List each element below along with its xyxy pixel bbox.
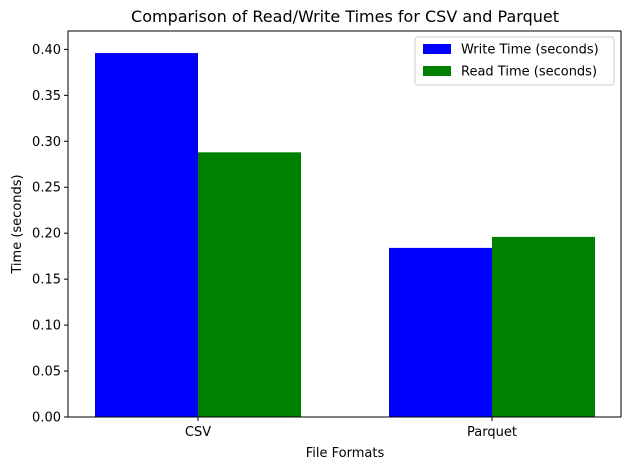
legend-swatch [423, 66, 451, 76]
bars-group [95, 53, 595, 418]
y-tick-label: 0.35 [32, 89, 61, 104]
x-tick-label: Parquet [467, 425, 517, 440]
y-axis: 0.00 0.05 0.10 0.15 0.20 0.25 0.30 0.35 0.40 [32, 43, 68, 426]
y-tick-label: 0.30 [32, 135, 61, 150]
y-tick-label: 0.15 [32, 273, 61, 288]
bar-read-parquet [492, 236, 595, 417]
y-tick-label: 0.00 [32, 411, 61, 426]
chart-title: Comparison of Read/Write Times for CSV a… [131, 7, 559, 26]
legend-label: Write Time (seconds) [461, 43, 599, 58]
bar-read-csv [198, 152, 301, 418]
legend: Write Time (seconds) Read Time (seconds) [414, 36, 615, 86]
x-axis: CSV Parquet [185, 417, 517, 440]
legend-label: Read Time (seconds) [461, 65, 597, 80]
y-tick-label: 0.20 [32, 227, 61, 242]
x-tick-label: CSV [185, 425, 211, 440]
y-tick-label: 0.25 [32, 181, 61, 196]
y-tick-label: 0.40 [32, 43, 61, 58]
y-tick-label: 0.10 [32, 319, 61, 334]
y-tick-label: 0.05 [32, 365, 61, 380]
plot-frame [67, 30, 622, 418]
legend-swatch [423, 44, 451, 54]
bar-write-parquet [389, 247, 492, 417]
x-axis-title: File Formats [306, 446, 385, 461]
bar-write-csv [95, 53, 198, 418]
legend-box [414, 36, 615, 86]
y-axis-title: Time (seconds) [10, 174, 25, 274]
